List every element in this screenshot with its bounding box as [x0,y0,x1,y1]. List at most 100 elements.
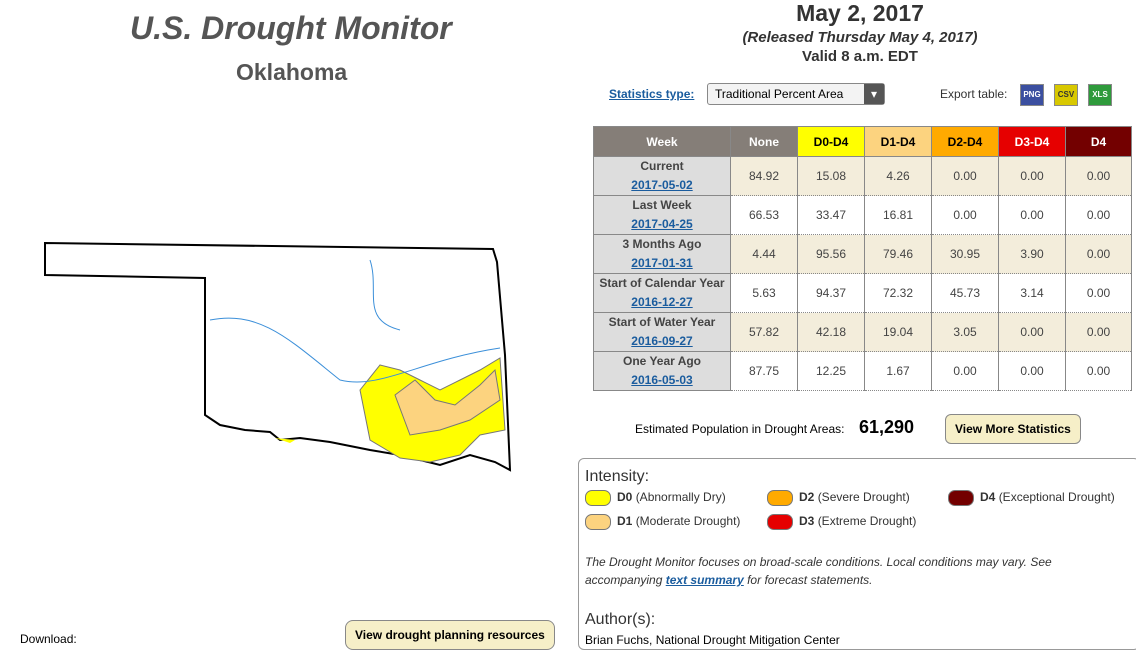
legend-code: D0 [617,490,633,505]
table-row: Start of Water Year 2016-09-27 57.82 42.18 1… [593,312,1132,352]
legend-item: D2 (Severe Drought) [767,490,910,506]
value-cell: 4.44 [730,234,798,274]
legend-code: D1 [617,514,633,529]
value-cell: 0.00 [1065,195,1132,235]
value-cell: 66.53 [730,195,798,235]
table-row: Last Week 2017-04-25 66.53 33.47 16.81 0.00 0.… [593,195,1132,235]
column-header: D1-D4 [864,126,932,157]
stats-value: Traditional Percent Area [715,87,844,101]
legend-swatch [767,490,793,506]
legend-swatch [585,514,611,530]
value-cell: 57.82 [730,312,798,352]
export-button[interactable]: CSV [1054,84,1078,106]
value-cell: 0.00 [998,195,1066,235]
d1-area [394,368,501,436]
value-cell: 0.00 [931,351,999,391]
value-cell: 42.18 [797,312,865,352]
table-row: Start of Calendar Year 2016-12-27 5.63 94.3… [593,273,1132,313]
population-label: Estimated Population in Drought Areas: [635,422,845,436]
week-label: Last Week [632,198,692,212]
download-label: Download: [20,632,77,646]
week-cell: Current 2017-05-02 [593,156,731,196]
value-cell: 19.04 [864,312,932,352]
value-cell: 0.00 [1065,351,1132,391]
week-label: One Year Ago [622,354,702,368]
week-date[interactable]: 2016-09-27 [631,334,693,348]
value-cell: 16.81 [864,195,932,235]
value-cell: 15.08 [797,156,865,196]
column-header: D2-D4 [931,126,999,157]
legend-desc: (Severe Drought) [817,490,910,505]
legend-desc: (Extreme Drought) [817,514,917,529]
week-date[interactable]: 2017-04-25 [631,217,693,231]
week-label: Current [640,159,684,173]
author-title: Author(s): [585,611,656,628]
title: U.S. Drought Monitor [130,10,452,46]
value-cell: 5.63 [730,273,798,313]
planning-button[interactable]: View drought planning resources [345,620,555,650]
column-header: Week [593,126,731,157]
value-cell: 0.00 [1065,312,1132,352]
legend-swatch [585,490,611,506]
population-value: 61,290 [859,417,915,437]
week-cell: Start of Calendar Year 2016-12-27 [593,273,731,313]
week-cell: 3 Months Ago 2017-01-31 [593,234,731,274]
author: Brian Fuchs, National Drought Mitigation… [585,633,840,647]
value-cell: 0.00 [931,156,999,196]
week-cell: Start of Water Year 2016-09-27 [593,312,731,352]
legend-swatch [767,514,793,530]
export-label: Export table: [940,87,1008,101]
value-cell: 94.37 [797,273,865,313]
value-cell: 0.00 [1065,156,1132,196]
date: May 2, 2017 [796,0,924,26]
more-stats-button[interactable]: View More Statistics [945,414,1081,444]
value-cell: 0.00 [1065,273,1132,313]
table-row: Current 2017-05-02 84.92 15.08 4.26 0.00 0.00 0… [593,156,1132,196]
map [44,241,512,472]
value-cell: 79.46 [864,234,932,274]
legend-swatch [948,490,974,506]
value-cell: 45.73 [931,273,999,313]
value-cell: 4.26 [864,156,932,196]
value-cell: 0.00 [998,156,1066,196]
value-cell: 3.14 [998,273,1066,313]
value-cell: 12.25 [797,351,865,391]
legend-code: D3 [799,514,815,529]
export-button[interactable]: XLS [1088,84,1112,106]
column-header: None [730,126,798,157]
legend-item: D1 (Moderate Drought) [585,514,740,530]
note-text: The Drought Monitor focuses on broad-sca… [585,555,1052,587]
week-date[interactable]: 2016-12-27 [631,295,693,309]
summary-link[interactable]: text summary [665,573,744,587]
value-cell: 84.92 [730,156,798,196]
value-cell: 3.90 [998,234,1066,274]
legend-code: D2 [799,490,815,505]
value-cell: 0.00 [931,195,999,235]
column-header: D3-D4 [998,126,1066,157]
week-cell: Last Week 2017-04-25 [593,195,731,235]
value-cell: 0.00 [998,351,1066,391]
stats-label[interactable]: Statistics type: [609,87,695,101]
value-cell: 30.95 [931,234,999,274]
river [209,317,501,383]
table-row: One Year Ago 2016-05-03 87.75 12.25 1.67 0.00… [593,351,1132,391]
value-cell: 87.75 [730,351,798,391]
week-date[interactable]: 2016-05-03 [631,373,693,387]
stats-select[interactable]: Traditional Percent Area ▾ [707,83,885,105]
river [369,259,401,331]
week-date[interactable]: 2017-01-31 [631,256,693,270]
week-label: Start of Calendar Year [599,276,725,290]
legend-item: D3 (Extreme Drought) [767,514,916,530]
week-date[interactable]: 2017-05-02 [631,178,693,192]
week-cell: One Year Ago 2016-05-03 [593,351,731,391]
legend-desc: (Moderate Drought) [635,514,741,529]
table-row: 3 Months Ago 2017-01-31 4.44 95.56 79.46 30.9… [593,234,1132,274]
header-row: Week None D0-D4 D1-D4 D2-D4 D3-D4 D4 [593,126,1132,157]
export-button[interactable]: PNG [1020,84,1044,106]
state: Oklahoma [236,59,348,85]
value-cell: 0.00 [1065,234,1132,274]
week-label: 3 Months Ago [622,237,702,251]
legend-item: D0 (Abnormally Dry) [585,490,726,506]
valid: Valid 8 a.m. EDT [802,48,918,65]
